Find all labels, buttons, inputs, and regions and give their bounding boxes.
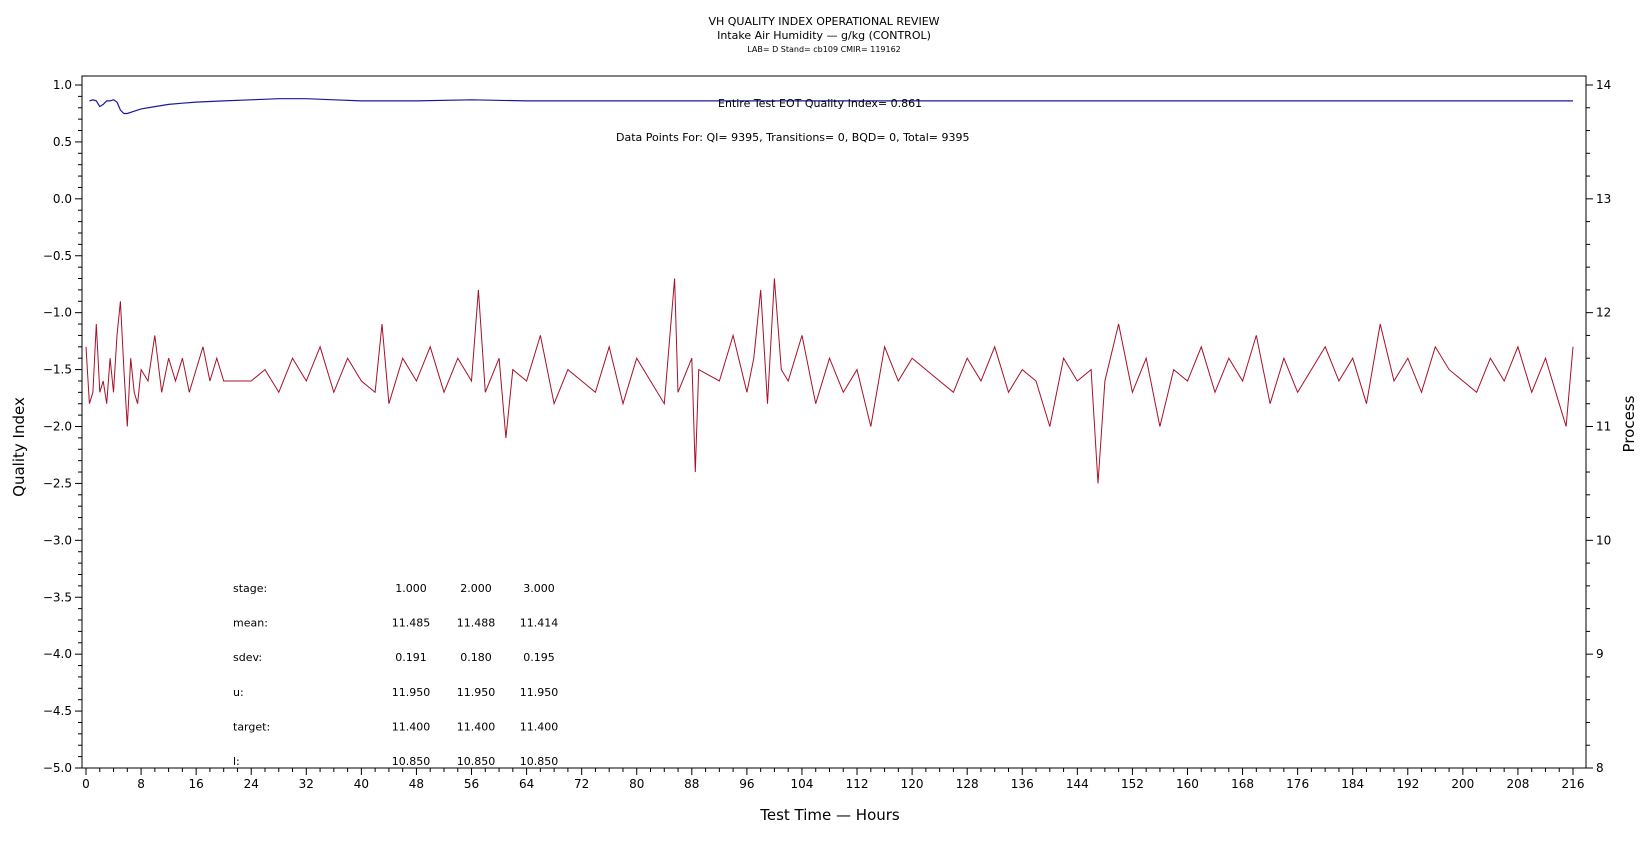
- y-axis-label: Quality Index: [10, 397, 28, 497]
- stats-cell: 11.950: [520, 686, 559, 699]
- x-axis-label: Test Time — Hours: [759, 806, 900, 824]
- stats-cell: 0.195: [523, 651, 555, 664]
- y2-tick-label: 8: [1596, 761, 1604, 775]
- x-tick-label: 64: [519, 777, 534, 791]
- x-tick-label: 96: [739, 777, 754, 791]
- x-tick-label: 168: [1231, 777, 1254, 791]
- stats-cell: 3.000: [523, 582, 555, 595]
- y-tick-label: 0.0: [53, 192, 72, 206]
- stats-cell: 0.191: [395, 651, 427, 664]
- stats-cell: 10.850: [457, 755, 496, 768]
- y2-tick-label: 12: [1596, 306, 1611, 320]
- y2-tick-label: 9: [1596, 647, 1604, 661]
- stats-cell: 10.850: [392, 755, 431, 768]
- y-tick-label: −4.0: [43, 647, 72, 661]
- x-tick-label: 80: [629, 777, 644, 791]
- y-tick-label: −3.5: [43, 590, 72, 604]
- stats-cell: 11.414: [520, 617, 559, 630]
- y-tick-label: −1.5: [43, 363, 72, 377]
- x-tick-label: 32: [299, 777, 314, 791]
- y-tick-label: −2.5: [43, 476, 72, 490]
- y2-tick-label: 13: [1596, 192, 1611, 206]
- stats-row-label: u:: [233, 686, 244, 699]
- series-layer: [85, 98, 1574, 484]
- x-tick-label: 88: [684, 777, 699, 791]
- stats-row-label: sdev:: [233, 651, 262, 664]
- y-tick-label: −5.0: [43, 761, 72, 775]
- y-tick-label: −1.0: [43, 306, 72, 320]
- x-tick-label: 192: [1396, 777, 1419, 791]
- stats-table: stage: 1.000 2.000 3.000 mean: 11.485 11.488 11…: [233, 582, 558, 768]
- y-tick-label: −0.5: [43, 249, 72, 263]
- y-tick-label: −4.5: [43, 704, 72, 718]
- x-tick-label: 48: [409, 777, 424, 791]
- stats-row-label: mean:: [233, 617, 268, 630]
- y2-tick-label: 10: [1596, 533, 1611, 547]
- stats-cell: 10.850: [520, 755, 559, 768]
- y-tick-label: 0.5: [53, 135, 72, 149]
- x-tick-label: 144: [1066, 777, 1089, 791]
- y-tick-label: −3.0: [43, 533, 72, 547]
- eot-quality-index-annotation: Entire Test EOT Quality Index= 0.861: [718, 97, 922, 110]
- data-points-annotation: Data Points For: QI= 9395, Transitions= …: [616, 131, 970, 144]
- x-tick-label: 120: [901, 777, 924, 791]
- stats-row-label: target:: [233, 720, 270, 733]
- stats-row-label: stage:: [233, 582, 267, 595]
- y2-tick-label: 11: [1596, 420, 1611, 434]
- x-tick-label: 216: [1562, 777, 1585, 791]
- process-series-line: [85, 278, 1574, 484]
- quality-index-series-line: [89, 98, 1573, 115]
- y2-axis-label: Process: [1620, 395, 1638, 452]
- x-tick-label: 56: [464, 777, 479, 791]
- x-tick-label: 160: [1176, 777, 1199, 791]
- x-tick-label: 40: [354, 777, 369, 791]
- chart-lab-info: LAB= D Stand= cb109 CMIR= 119162: [747, 45, 901, 54]
- stats-cell: 1.000: [395, 582, 427, 595]
- x-tick-label: 152: [1121, 777, 1144, 791]
- x-tick-label: 72: [574, 777, 589, 791]
- y2-tick-label: 14: [1596, 78, 1611, 92]
- x-tick-label: 24: [244, 777, 259, 791]
- x-tick-label: 104: [791, 777, 814, 791]
- x-tick-label: 184: [1341, 777, 1364, 791]
- x-tick-label: 8: [137, 777, 145, 791]
- stats-cell: 11.488: [457, 617, 496, 630]
- x-tick-label: 128: [956, 777, 979, 791]
- x-tick-label: 208: [1506, 777, 1529, 791]
- stats-cell: 11.485: [392, 617, 431, 630]
- x-tick-label: 112: [846, 777, 869, 791]
- y-tick-label: 1.0: [53, 78, 72, 92]
- stats-cell: 11.400: [457, 720, 496, 733]
- x-tick-label: 200: [1451, 777, 1474, 791]
- plot-frame: [81, 75, 1587, 769]
- stats-cell: 11.950: [392, 686, 431, 699]
- stats-cell: 0.180: [460, 651, 492, 664]
- stats-row-label: l:: [233, 755, 240, 768]
- x-tick-label: 16: [189, 777, 204, 791]
- x-tick-label: 0: [82, 777, 90, 791]
- right-axis: 14 13 12 11 10 9 8: [1586, 78, 1611, 775]
- left-axis: 1.0 0.5 0.0 −0.5 −1.0 −1.5 −2.0 −2.5 −3.0 −3.5 −4.…: [43, 78, 82, 775]
- y-tick-label: −2.0: [43, 420, 72, 434]
- chart-title: VH QUALITY INDEX OPERATIONAL REVIEW: [708, 15, 939, 28]
- stats-cell: 11.950: [457, 686, 496, 699]
- bottom-axis: 0 8 16 24 32 40 48 56 64 72 80 88 96 104 112 120 128 136 1…: [82, 768, 1584, 791]
- stats-cell: 11.400: [392, 720, 431, 733]
- stats-cell: 2.000: [460, 582, 492, 595]
- x-tick-label: 136: [1011, 777, 1034, 791]
- x-tick-label: 176: [1286, 777, 1309, 791]
- chart-subtitle: Intake Air Humidity — g/kg (CONTROL): [717, 29, 931, 42]
- stats-cell: 11.400: [520, 720, 559, 733]
